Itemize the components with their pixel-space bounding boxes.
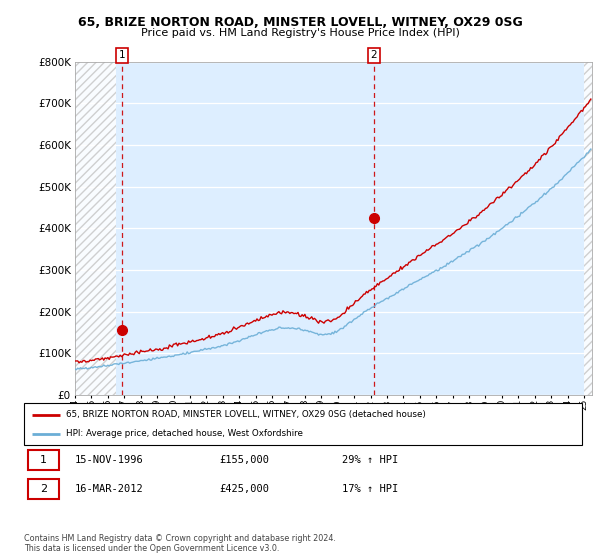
Text: HPI: Average price, detached house, West Oxfordshire: HPI: Average price, detached house, West…: [66, 430, 303, 438]
Bar: [75, 62, 116, 395]
FancyBboxPatch shape: [28, 479, 59, 499]
Text: 65, BRIZE NORTON ROAD, MINSTER LOVELL, WITNEY, OX29 0SG (detached house): 65, BRIZE NORTON ROAD, MINSTER LOVELL, W…: [66, 410, 426, 419]
Text: 2: 2: [371, 50, 377, 60]
FancyBboxPatch shape: [28, 450, 59, 470]
Text: 29% ↑ HPI: 29% ↑ HPI: [342, 455, 398, 465]
Text: 16-MAR-2012: 16-MAR-2012: [74, 484, 143, 494]
Text: Contains HM Land Registry data © Crown copyright and database right 2024.
This d: Contains HM Land Registry data © Crown c…: [24, 534, 336, 553]
Text: £155,000: £155,000: [220, 455, 269, 465]
Text: 15-NOV-1996: 15-NOV-1996: [74, 455, 143, 465]
Text: Price paid vs. HM Land Registry's House Price Index (HPI): Price paid vs. HM Land Registry's House …: [140, 28, 460, 38]
Text: 2: 2: [40, 484, 47, 494]
Text: £425,000: £425,000: [220, 484, 269, 494]
Text: 1: 1: [119, 50, 125, 60]
Text: 1: 1: [40, 455, 47, 465]
Text: 65, BRIZE NORTON ROAD, MINSTER LOVELL, WITNEY, OX29 0SG: 65, BRIZE NORTON ROAD, MINSTER LOVELL, W…: [77, 16, 523, 29]
Bar: [584, 62, 592, 395]
Text: 17% ↑ HPI: 17% ↑ HPI: [342, 484, 398, 494]
